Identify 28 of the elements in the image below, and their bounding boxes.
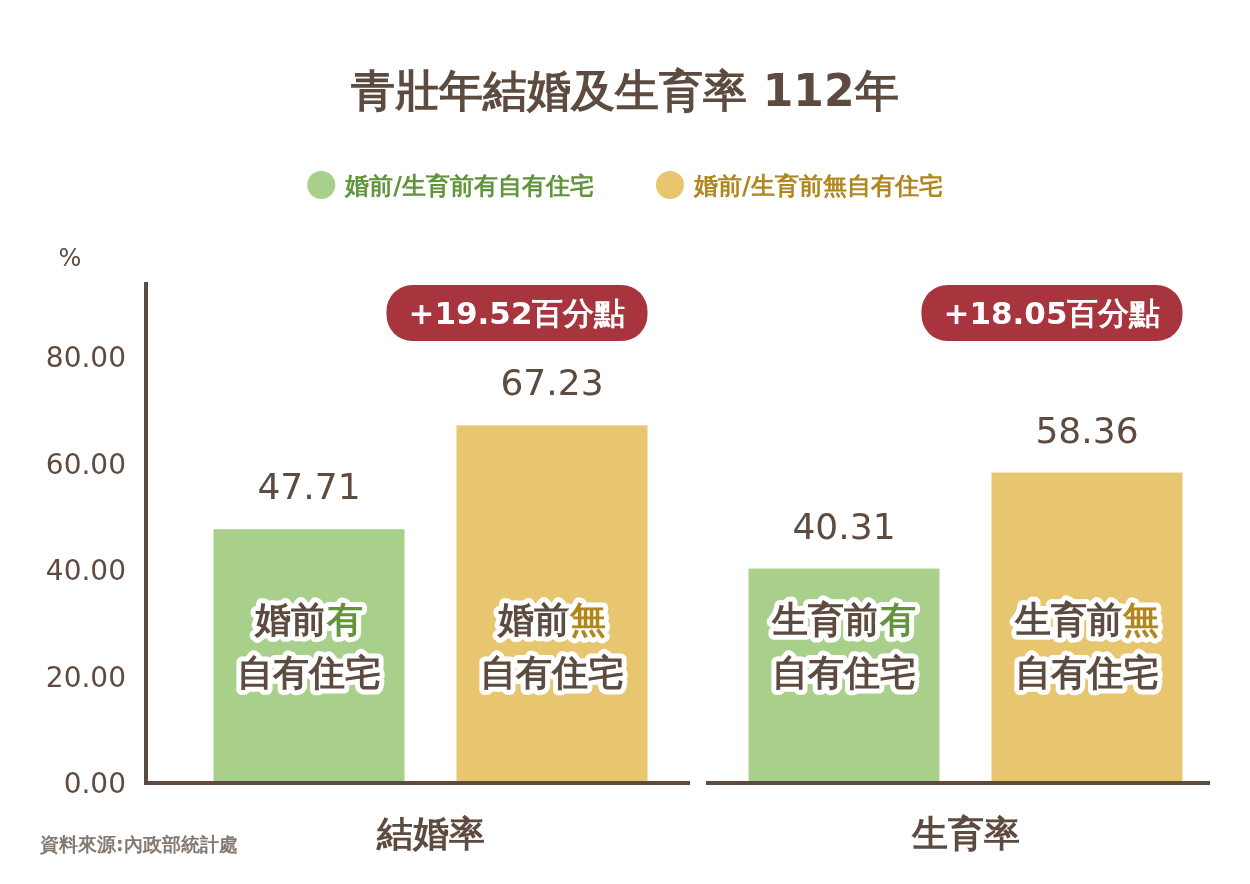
y-tick-label: 80.00 [45,341,126,375]
bar-note: 婚前有 [255,599,363,640]
annotation-pill: +18.05百分點 [921,285,1183,341]
bar-note: 婚前無 [498,599,606,640]
data-label: 40.31 [792,505,896,547]
annotation: +18.05百分點 [943,295,1161,331]
y-tick-label: 0.00 [63,767,126,800]
title: 青壯年結婚及生育率 112年 [351,65,899,116]
bar-note: 生育前有 [772,599,916,640]
data-label: 58.36 [1035,409,1139,451]
data-label: 47.71 [257,466,361,508]
source-note: 資料來源:內政部統計處 [40,833,238,855]
y-tick-label: 40.00 [45,554,126,588]
bar-note: 自有住宅 [1015,652,1159,693]
y-axis-title: % [58,244,82,272]
legend-label: 婚前/生育前有自有住宅 [345,172,594,200]
y-tick-label: 20.00 [45,660,126,694]
annotation-pill: +19.52百分點 [386,285,648,341]
x-tick-label: 生育率 [911,813,1020,854]
y-tick-label: 60.00 [45,447,126,481]
x-tick-label: 結婚率 [376,813,485,854]
annotation: +19.52百分點 [408,295,626,331]
bar-note: 自有住宅 [772,652,916,693]
bar-note: 自有住宅 [480,652,624,693]
data-label: 67.23 [500,362,604,404]
bar-note: 生育前無 [1015,599,1159,640]
bar-note: 自有住宅 [237,652,381,693]
legend-label: 婚前/生育前無自有住宅 [694,172,943,200]
